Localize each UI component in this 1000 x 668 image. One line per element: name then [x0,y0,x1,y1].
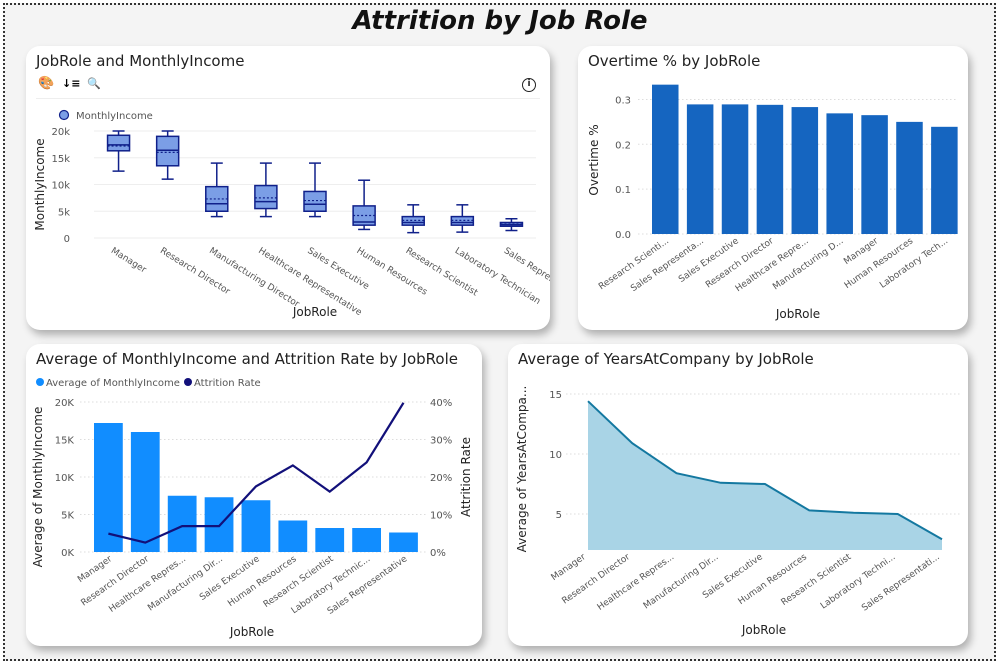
combo-title: Average of MonthlyIncome and Attrition R… [36,350,458,368]
y-tick-label: 10K [55,473,75,484]
x-axis-title: JobRole [292,305,337,319]
legend-marker-attrition [184,378,192,386]
x-axis-title: JobRole [741,623,786,637]
area-card[interactable]: Average of YearsAtCompany by JobRole 5 10… [508,344,968,646]
income-bar [315,528,345,552]
boxplot-title: JobRole and MonthlyIncome [36,52,245,70]
y2-tick-label: 0% [430,548,446,559]
y-tick-label: 20k [51,127,70,138]
box [401,215,425,226]
combo-card[interactable]: Average of MonthlyIncome and Attrition R… [26,344,482,646]
combo-chart: Average of MonthlyIncome Attrition Rate 0K… [31,378,473,639]
legend-label-attrition: Attrition Rate [194,378,261,389]
y-tick-label: 5 [556,510,562,521]
info-icon[interactable]: i [522,78,536,92]
y-tick-label: 0K [61,548,74,559]
visual-toolbar: 🎨 ↓≡ 🔍 [38,76,102,92]
legend-label: MonthlyIncome [76,111,153,122]
box [303,190,327,213]
x-tick-label: Manufacturing Director [207,246,301,310]
x-tick-label: Manufacturing Dir... [642,552,721,611]
y-axis-title: MonthlyIncome [33,138,47,230]
y-tick-label: 0 [64,234,70,245]
y2-tick-label: 20% [430,473,452,484]
x-tick-label: Healthcare Repres... [596,552,677,613]
sort-descending-icon[interactable]: ↓≡ [62,77,81,90]
boxplot-card[interactable]: JobRole and MonthlyIncome 🎨 ↓≡ 🔍 i Month… [26,46,550,330]
area-fill [588,401,942,550]
toolbar-divider [36,98,540,99]
y2-tick-label: 30% [430,436,452,447]
y-tick-label: 0.3 [615,95,631,106]
y-tick-label: 20K [55,398,75,409]
bar [791,107,819,234]
y2-axis-title: Attrition Rate [459,437,473,517]
income-bar [130,432,160,552]
y-tick-label: 10 [549,450,562,461]
overtime-title: Overtime % by JobRole [588,52,761,70]
y2-tick-label: 10% [430,511,452,522]
page-title: Attrition by Job Role [352,6,648,36]
area-title: Average of YearsAtCompany by JobRole [518,350,814,368]
x-tick-label: Manager [550,552,588,583]
bar [721,104,749,234]
income-bar [241,500,271,552]
y-tick-label: 15k [51,154,70,165]
income-bar [389,532,418,552]
y-tick-label: 15 [549,390,562,401]
box [205,185,229,212]
y-axis-title: Average of YearsAtCompa... [515,386,529,553]
zoom-out-icon[interactable]: 🔍 [87,77,101,90]
income-bar [94,423,123,552]
y-tick-label: 5K [61,511,74,522]
y-axis-title: Average of MonthlyIncome [31,407,45,568]
bar [756,104,784,234]
income-bar [352,528,381,552]
bar [931,126,958,234]
legend-marker-income [36,378,44,386]
x-tick-label: Manager [109,246,148,276]
bar [686,104,714,234]
boxplot-chart: MonthlyIncome 0 5k 10k 15k 20k MonthlyIncome Ma… [33,109,550,319]
bar [652,84,679,234]
bar [826,113,853,234]
palette-icon[interactable]: 🎨 [38,76,55,91]
box [254,184,278,210]
x-tick-label: Laboratory Techni... [819,552,898,611]
y2-tick-label: 40% [430,398,452,409]
legend-label-income: Average of MonthlyIncome [46,378,180,389]
legend-marker [58,109,70,121]
income-bar [167,495,197,552]
x-tick-label: Sales Representati... [860,552,942,613]
x-tick-label: Laboratory Technician [453,246,542,307]
box [450,215,475,226]
y-tick-label: 5k [58,207,70,218]
income-bar [278,520,308,552]
box [155,135,180,167]
bar [896,121,923,234]
overtime-card[interactable]: Overtime % by JobRole 0.0 0.1 0.2 0.3 Overti… [578,46,968,330]
x-axis-title: JobRole [229,625,274,639]
y-tick-label: 0.0 [615,230,631,241]
y-tick-label: 10k [51,181,70,192]
box [106,134,131,152]
y-axis-title: Overtime % [587,124,601,195]
x-axis-title: JobRole [775,307,820,321]
y-tick-label: 0.2 [615,140,631,151]
y-tick-label: 0.1 [615,185,631,196]
y-tick-label: 15K [55,436,75,447]
bar [861,115,888,234]
